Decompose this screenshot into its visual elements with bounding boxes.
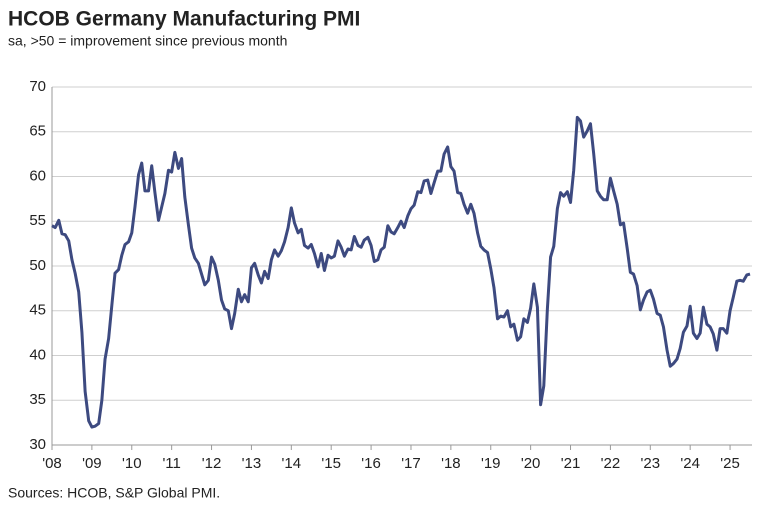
x-tick-label: '19 <box>481 455 501 472</box>
x-tick-label: '21 <box>561 455 581 472</box>
y-tick-label: 35 <box>29 391 46 408</box>
y-tick-label: 30 <box>29 436 46 453</box>
x-tick-label: '24 <box>680 455 700 472</box>
x-tick-label: '09 <box>82 455 102 472</box>
data-line <box>51 115 751 429</box>
y-tick-label: 70 <box>29 78 46 95</box>
x-tick-label: '13 <box>242 455 262 472</box>
x-tick-label: '23 <box>641 455 661 472</box>
x-tick-label: '17 <box>401 455 421 472</box>
y-tick-label: 60 <box>29 167 46 184</box>
y-tick-label: 40 <box>29 346 46 363</box>
x-tick-label: '15 <box>321 455 341 472</box>
y-tick-label: 45 <box>29 302 46 319</box>
x-tick-label: '12 <box>202 455 222 472</box>
x-tick-label: '22 <box>601 455 621 472</box>
source-note: Sources: HCOB, S&P Global PMI. <box>8 485 220 501</box>
x-tick-label: '11 <box>162 455 180 472</box>
x-tick-label: '10 <box>122 455 142 472</box>
y-tick-label: 55 <box>29 212 46 229</box>
x-tick-label: '18 <box>441 455 461 472</box>
x-tick-label: '14 <box>282 455 302 472</box>
x-tick-label: '25 <box>720 455 740 472</box>
y-tick-label: 65 <box>29 123 46 140</box>
x-tick-label: '16 <box>361 455 381 472</box>
x-tick-label: '20 <box>521 455 541 472</box>
y-tick-label: 50 <box>29 257 46 274</box>
chart-title: HCOB Germany Manufacturing PMI <box>8 8 360 31</box>
x-tick-label: '08 <box>42 455 62 472</box>
chart-subtitle: sa, >50 = improvement since previous mon… <box>8 33 287 49</box>
